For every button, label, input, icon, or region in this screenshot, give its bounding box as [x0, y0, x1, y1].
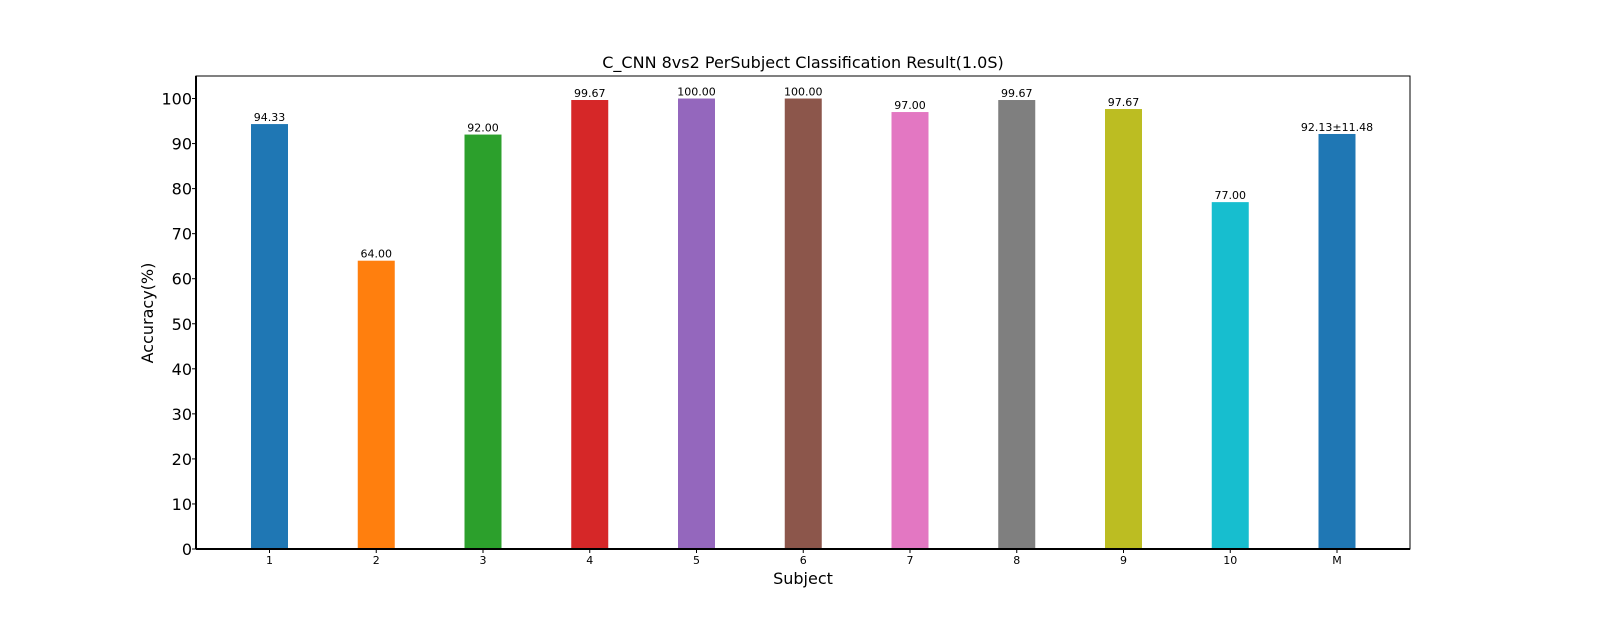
bar-9: [1105, 109, 1142, 550]
y-tick-label-0: 0: [182, 540, 192, 559]
bars: [251, 98, 1356, 550]
y-tick-label-10: 10: [172, 495, 192, 514]
x-tick-label-5: 5: [693, 554, 700, 567]
y-tick-label-40: 40: [172, 360, 192, 379]
data-label-2: 64.00: [361, 248, 393, 261]
bar-2: [357, 260, 395, 549]
x-tick-label-6: 6: [800, 554, 807, 567]
x-axis-label: Subject: [773, 569, 833, 588]
data-label-10: 77.00: [1215, 189, 1247, 202]
bar-4: [571, 100, 609, 549]
x-tick-label-8: 8: [1013, 554, 1020, 567]
x-tick-label-4: 4: [586, 554, 593, 567]
data-label-6: 100.00: [784, 86, 823, 99]
data-label-1: 94.33: [254, 111, 286, 124]
x-tick-label-M: M: [1332, 554, 1342, 567]
data-label-3: 92.00: [467, 122, 499, 135]
y-tick-label-90: 90: [172, 135, 192, 154]
y-tick-label-80: 80: [172, 180, 192, 199]
x-axis-ticks: 1 2 3 4 5 6 7 8 9 10 M: [266, 549, 1342, 567]
y-tick-label-20: 20: [172, 450, 192, 469]
y-axis-ticks: 0 10 20 30 40 50 60 70 80 90 100: [161, 90, 196, 559]
x-tick-label-1: 1: [266, 554, 273, 567]
x-tick-label-3: 3: [480, 554, 487, 567]
x-tick-label-2: 2: [373, 554, 380, 567]
bar-8: [998, 100, 1036, 549]
data-label-5: 100.00: [677, 86, 716, 99]
data-label-9: 97.67: [1108, 96, 1140, 109]
x-tick-label-7: 7: [907, 554, 914, 567]
y-tick-label-60: 60: [172, 270, 192, 289]
bar-7: [891, 112, 929, 549]
x-tick-label-10: 10: [1223, 554, 1237, 567]
y-axis-label: Accuracy(%): [138, 263, 157, 364]
bar-3: [464, 134, 502, 549]
data-label-7: 97.00: [894, 99, 926, 112]
y-tick-label-70: 70: [172, 225, 192, 244]
bar-10: [1211, 202, 1249, 549]
data-label-4: 99.67: [574, 87, 606, 100]
data-label-8: 99.67: [1001, 87, 1033, 100]
bar-5: [678, 98, 715, 550]
x-tick-label-9: 9: [1120, 554, 1127, 567]
bar-1: [251, 124, 288, 549]
chart-title: C_CNN 8vs2 PerSubject Classification Res…: [602, 53, 1004, 73]
data-labels: 94.33 64.00 92.00 99.67 100.00 100.00 97.00 99.…: [254, 86, 1373, 261]
y-tick-label-50: 50: [172, 315, 192, 334]
y-tick-label-100: 100: [161, 90, 192, 109]
bar-6: [784, 98, 822, 550]
y-tick-label-30: 30: [172, 405, 192, 424]
bar-M: [1318, 133, 1356, 550]
data-label-M: 92.13±11.48: [1301, 121, 1373, 134]
